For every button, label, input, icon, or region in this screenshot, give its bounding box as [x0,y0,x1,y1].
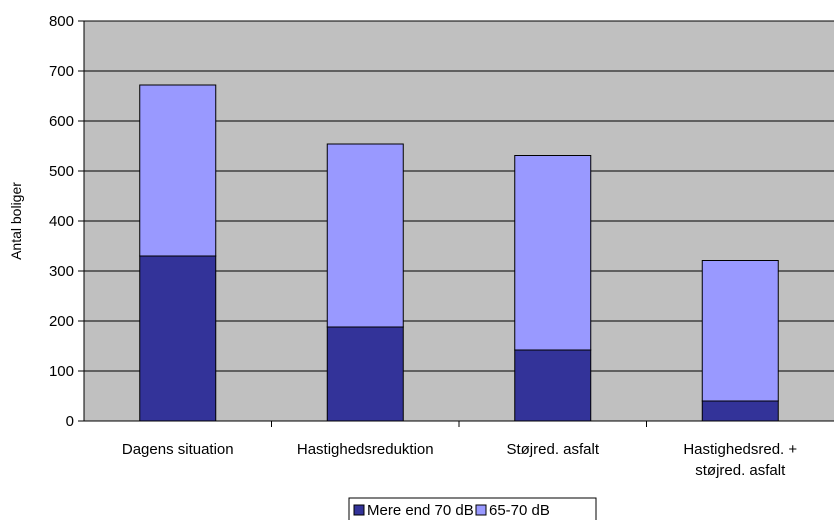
x-category-label: Hastighedsred. + [683,441,797,458]
y-tick-label: 800 [49,13,74,30]
bar-segment [139,84,217,257]
x-category-labels: Dagens situation Hastighedsreduktion Støjr… [122,421,797,479]
bar-segment [514,349,592,422]
bar-segment [139,255,217,422]
legend-swatch [353,504,365,516]
y-tick-label: 0 [66,413,74,430]
x-category-label: støjred. asfalt [695,462,786,479]
legend: Mere end 70 dB 65-70 dB [348,497,597,520]
y-tick-label: 200 [49,313,74,330]
bar-segment [326,143,404,328]
bar-segment [701,260,779,402]
y-tick-labels: 0 100 200 300 400 500 600 700 800 [49,13,84,430]
x-category-label: Hastighedsreduktion [297,441,434,458]
x-category-label: Dagens situation [122,441,234,458]
legend-label: Mere end 70 dB [367,502,474,519]
bar-segment [701,400,779,422]
y-tick-label: 400 [49,213,74,230]
y-tick-label: 300 [49,263,74,280]
y-tick-label: 500 [49,163,74,180]
bars [139,84,779,422]
y-axis-label: Antal boliger [8,182,24,260]
y-tick-label: 700 [49,63,74,80]
bar-segment [326,326,404,422]
x-category-label: Støjred. asfalt [506,441,599,458]
legend-box [348,497,597,520]
legend-swatch [475,504,487,516]
bar-segment [514,155,592,351]
y-tick-label: 100 [49,363,74,380]
legend-label: 65-70 dB [489,502,550,519]
y-tick-label: 600 [49,113,74,130]
